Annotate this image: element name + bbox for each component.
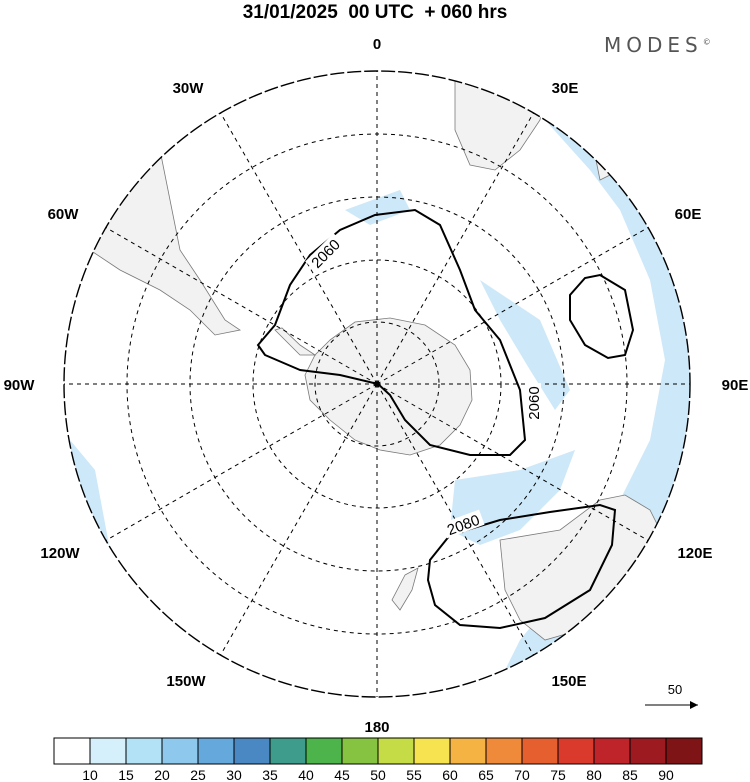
new-zealand [391, 567, 419, 611]
lon-label-120w: 120W [40, 545, 80, 562]
wind-reference-vector: 50 [645, 682, 698, 709]
lon-label-120e: 120E [677, 545, 712, 562]
colorbar-swatch [521, 737, 559, 765]
colorbar-swatch [305, 737, 343, 765]
south-pole-marker [374, 381, 380, 387]
colorbar-swatch [629, 737, 667, 765]
colorbar-swatch [197, 737, 235, 765]
lon-label-0: 0 [373, 36, 381, 53]
brand-logo: MODES© [604, 33, 711, 57]
longitude-labels: 0 30E 60E 90E 120E 150E 180 150W 120W 90… [4, 36, 749, 736]
contour-label-box [441, 509, 485, 539]
colorbar-tick-label: 15 [118, 767, 134, 782]
colorbar-tick-label: 90 [658, 767, 674, 782]
colorbar-tick-label: 65 [478, 767, 494, 782]
colorbar-swatch [233, 737, 271, 765]
colorbar-tick-label: 45 [334, 767, 350, 782]
colorbar-tick-label: 10 [82, 767, 98, 782]
colorbar-swatch [485, 737, 523, 765]
colorbar-tick-label: 80 [586, 767, 602, 782]
contour-label-box [525, 383, 541, 423]
antarctic-peninsula [274, 327, 317, 356]
map-title: 31/01/2025 00 UTC + 060 hrs [242, 2, 508, 23]
colorbar-tick-label: 75 [550, 767, 566, 782]
colorbar: 10 15 20 25 30 35 40 45 50 55 60 65 70 75 80 85 90 [53, 737, 703, 782]
copyright-mark: © [702, 37, 711, 47]
contour-label: 2060 [526, 386, 543, 419]
colorbar-swatch [449, 737, 487, 765]
colorbar-tick-label: 60 [442, 767, 458, 782]
lon-label-30w: 30W [173, 80, 205, 97]
graticule [64, 71, 690, 697]
colorbar-tick-label: 35 [262, 767, 278, 782]
contour-2060-closed [569, 273, 635, 360]
lon-label-30e: 30E [552, 80, 579, 97]
arrow-head-icon [690, 701, 698, 709]
height-contours [256, 208, 635, 630]
lon-label-90w: 90W [4, 377, 36, 394]
colorbar-tick-label: 30 [226, 767, 242, 782]
lon-label-150e: 150E [551, 673, 586, 690]
lon-label-60w: 60W [48, 206, 80, 223]
colorbar-swatch [125, 737, 163, 765]
wind-reference-label: 50 [668, 682, 682, 697]
colorbar-tick-label: 70 [514, 767, 530, 782]
contour-2060 [256, 208, 527, 456]
colorbar-tick-label: 25 [190, 767, 206, 782]
lon-label-150w: 150W [166, 673, 206, 690]
colorbar-tick-label: 55 [406, 767, 422, 782]
colorbar-tick-label: 20 [154, 767, 170, 782]
colorbar-swatch [161, 737, 199, 765]
colorbar-swatch [413, 737, 451, 765]
colorbar-swatch [593, 737, 631, 765]
madagascar [594, 149, 621, 181]
colorbar-swatch [665, 737, 703, 765]
brand-name: MODES [604, 33, 703, 57]
colorbar-swatch [341, 737, 379, 765]
lon-label-90e: 90E [722, 377, 749, 394]
contour-label-box [305, 233, 345, 273]
lon-label-180: 180 [364, 719, 389, 736]
lon-label-60e: 60E [675, 206, 702, 223]
colorbar-swatch [269, 737, 307, 765]
contour-2080 [426, 503, 617, 630]
colorbar-tick-label: 85 [622, 767, 638, 782]
map-boundary [63, 70, 691, 698]
colorbar-tick-label: 50 [370, 767, 386, 782]
colorbar-swatch [557, 737, 595, 765]
colorbar-swatch [377, 737, 415, 765]
colorbar-swatch [89, 737, 127, 765]
colorbar-swatch [53, 737, 91, 765]
colorbar-tick-label: 40 [298, 767, 314, 782]
